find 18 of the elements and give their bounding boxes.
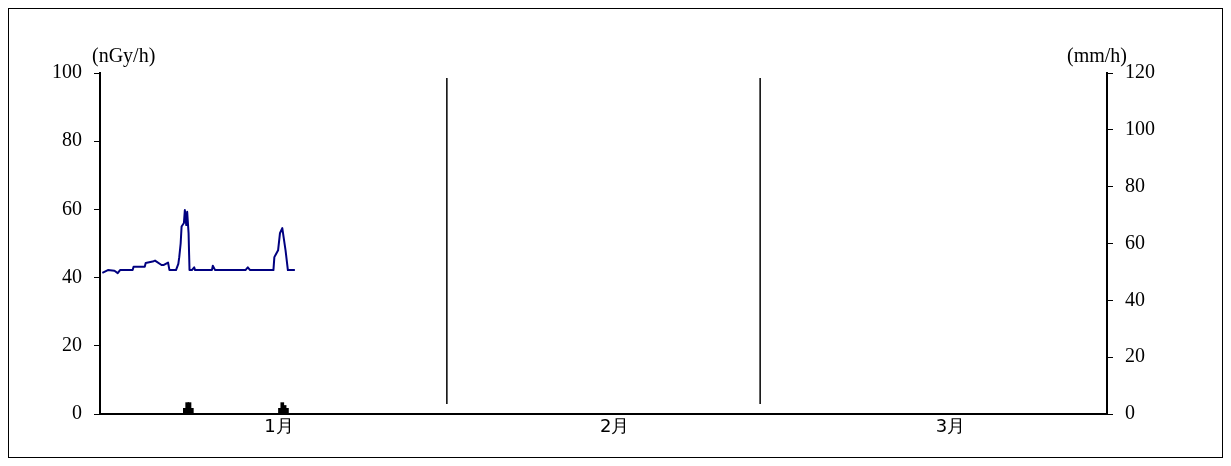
y2-tick-label: 0 (1125, 401, 1135, 424)
x-tick-label: 2月 (599, 415, 630, 437)
x-tick-label: 3月 (935, 415, 966, 437)
y-tick-label: 40 (62, 264, 82, 287)
y2-axis-title: (mm/h) (1067, 44, 1127, 68)
y2-tick-label: 80 (1125, 173, 1145, 196)
y2-tick-label: 120 (1125, 60, 1155, 83)
y2-tick-label: 40 (1125, 287, 1145, 310)
y-tick-label: 80 (62, 128, 82, 151)
y2-tick-label: 60 (1125, 230, 1145, 253)
y-tick-label: 0 (72, 401, 82, 424)
y-tick-label: 20 (62, 333, 82, 356)
y2-tick-label: 20 (1125, 344, 1145, 367)
y2-tick-label: 100 (1125, 117, 1155, 140)
x-tick-label: 1月 (264, 415, 294, 437)
y-tick-label: 100 (52, 60, 82, 83)
y-tick-label: 60 (62, 196, 82, 219)
y-axis-title: (nGy/h) (92, 44, 156, 68)
